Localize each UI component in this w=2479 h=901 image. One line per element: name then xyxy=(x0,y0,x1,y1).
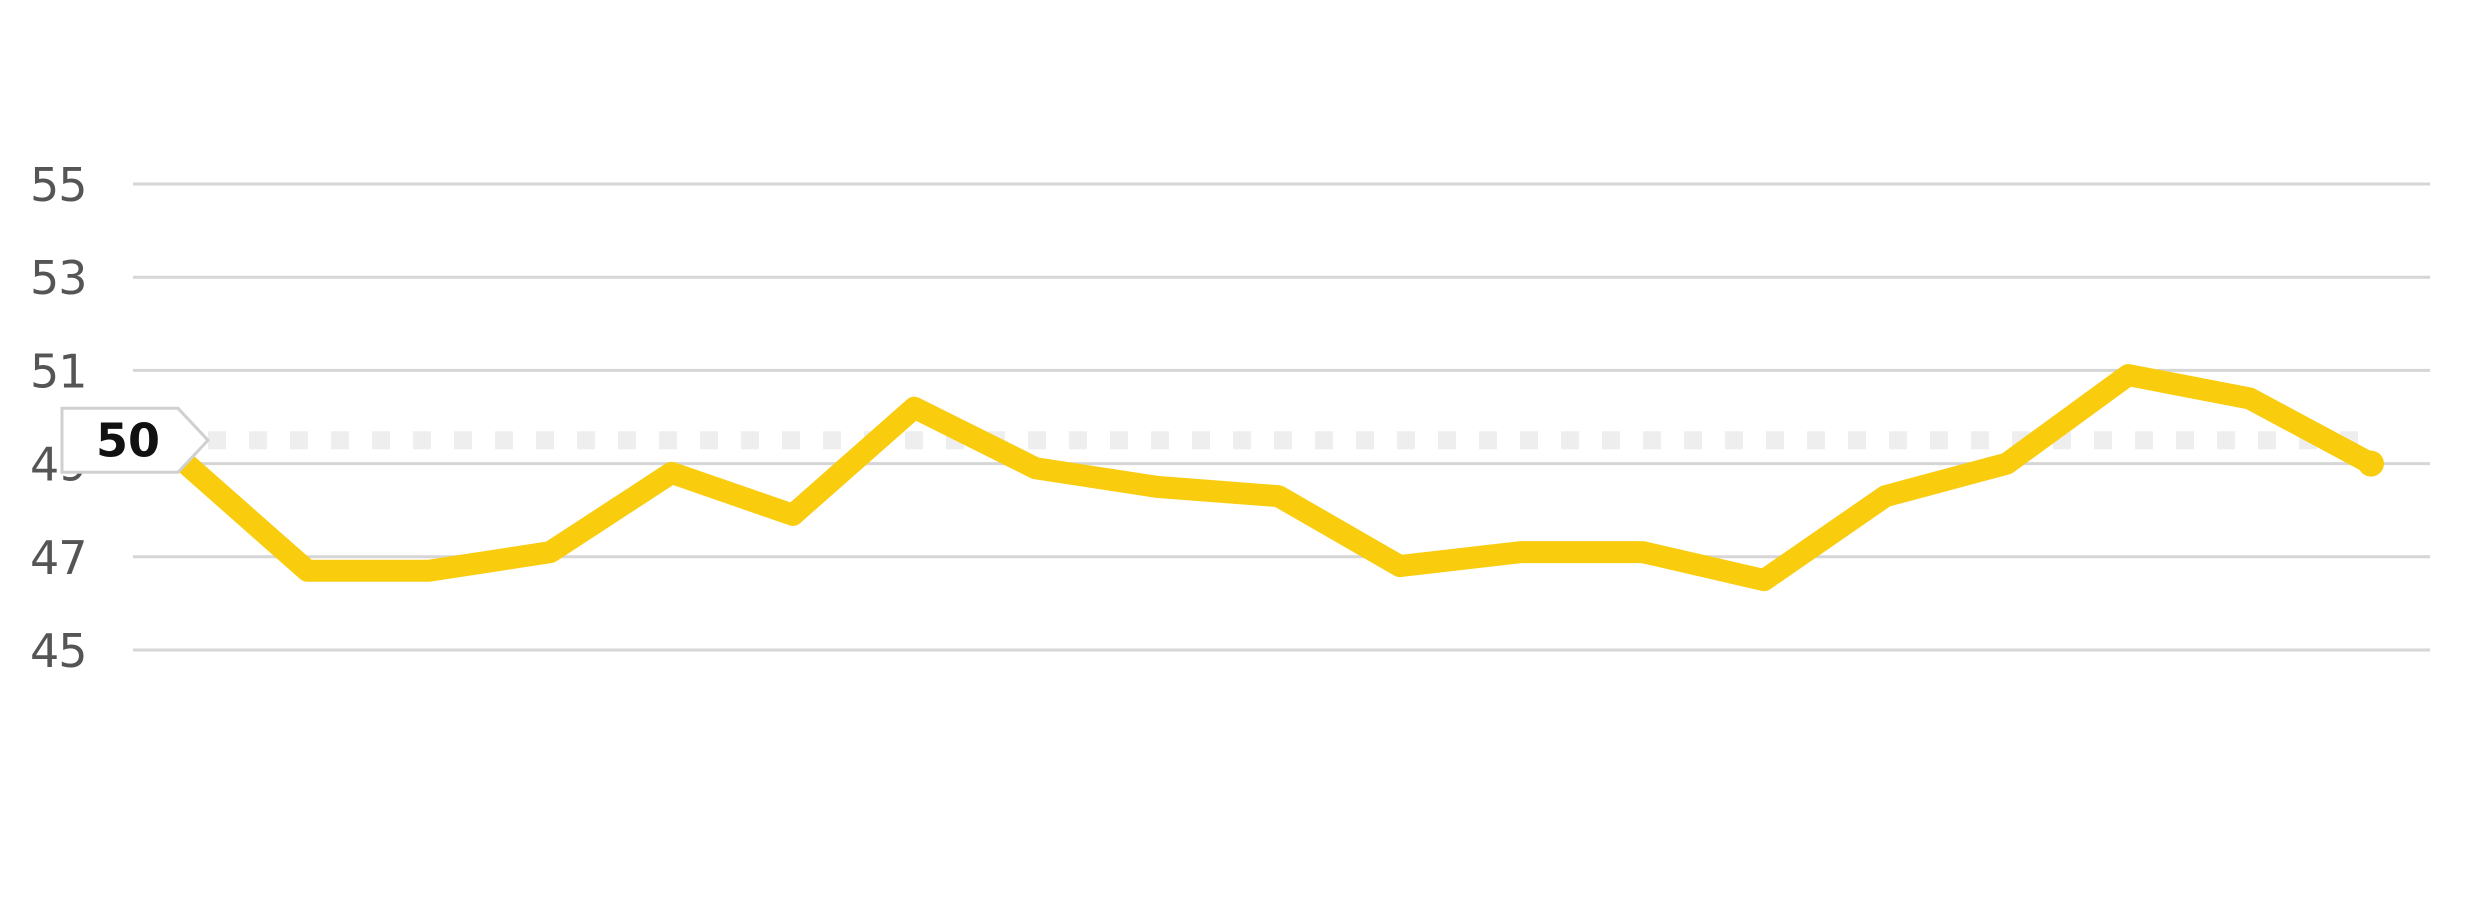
y-tick-label: 51 xyxy=(30,344,87,398)
series-line-0 xyxy=(178,364,2377,592)
y-tick-label: 53 xyxy=(30,251,87,305)
reference-label-box xyxy=(60,406,211,474)
reference-label: 50 xyxy=(96,413,160,467)
y-tick-label: 55 xyxy=(30,158,87,212)
series-group xyxy=(178,364,2384,592)
data-point xyxy=(2358,450,2384,477)
reference-label-group: 50 xyxy=(60,406,211,474)
y-tick-label: 47 xyxy=(30,531,87,585)
y-tick-label: 45 xyxy=(30,624,87,678)
